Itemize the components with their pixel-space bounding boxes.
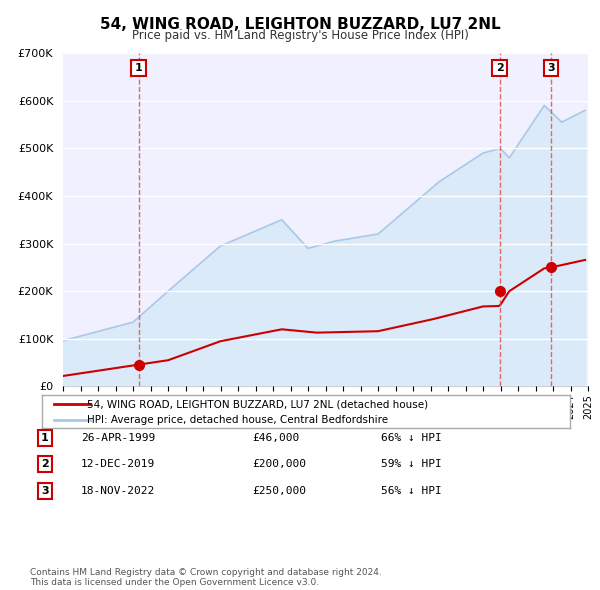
Text: 54, WING ROAD, LEIGHTON BUZZARD, LU7 2NL (detached house): 54, WING ROAD, LEIGHTON BUZZARD, LU7 2NL… [87, 399, 428, 409]
Text: 2: 2 [496, 63, 503, 73]
Text: 18-NOV-2022: 18-NOV-2022 [81, 486, 155, 496]
Text: 54, WING ROAD, LEIGHTON BUZZARD, LU7 2NL: 54, WING ROAD, LEIGHTON BUZZARD, LU7 2NL [100, 17, 500, 31]
Text: £200,000: £200,000 [252, 460, 306, 469]
Text: 26-APR-1999: 26-APR-1999 [81, 433, 155, 442]
Text: £46,000: £46,000 [252, 433, 299, 442]
Text: 59% ↓ HPI: 59% ↓ HPI [381, 460, 442, 469]
Text: 1: 1 [135, 63, 142, 73]
Text: 12-DEC-2019: 12-DEC-2019 [81, 460, 155, 469]
Text: 3: 3 [547, 63, 555, 73]
Text: 66% ↓ HPI: 66% ↓ HPI [381, 433, 442, 442]
Text: 3: 3 [41, 486, 49, 496]
Text: 1: 1 [41, 433, 49, 442]
Text: Price paid vs. HM Land Registry's House Price Index (HPI): Price paid vs. HM Land Registry's House … [131, 30, 469, 42]
Text: 2: 2 [41, 460, 49, 469]
Text: HPI: Average price, detached house, Central Bedfordshire: HPI: Average price, detached house, Cent… [87, 415, 388, 425]
Text: Contains HM Land Registry data © Crown copyright and database right 2024.
This d: Contains HM Land Registry data © Crown c… [30, 568, 382, 587]
Text: £250,000: £250,000 [252, 486, 306, 496]
Text: 56% ↓ HPI: 56% ↓ HPI [381, 486, 442, 496]
